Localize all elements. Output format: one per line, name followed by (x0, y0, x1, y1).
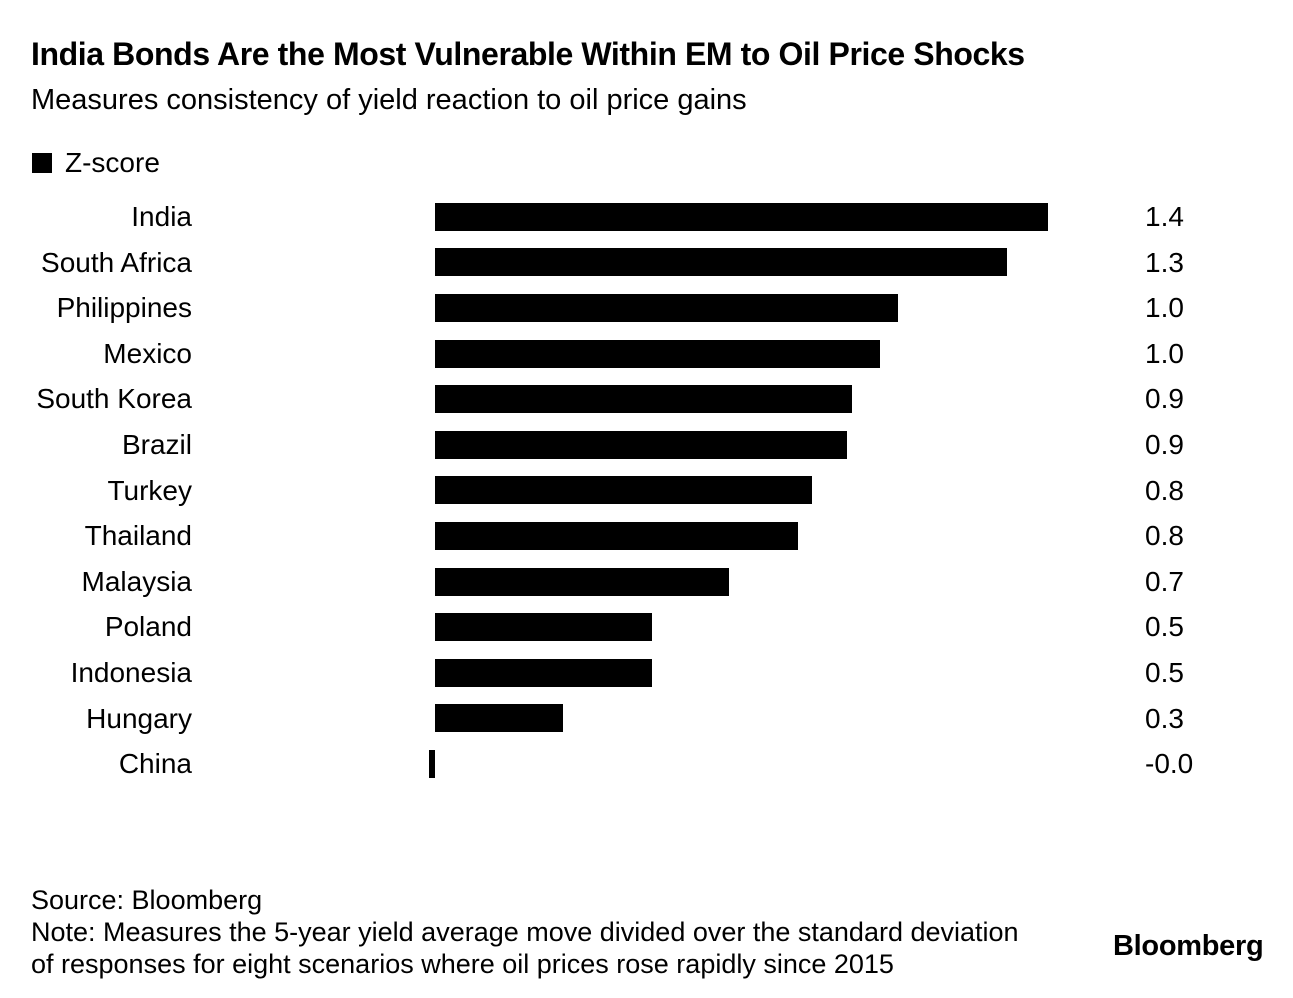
legend-swatch-icon (32, 153, 52, 173)
chart-row-china: China -0.0 (0, 741, 1293, 787)
category-label: South Africa (41, 246, 192, 278)
category-label: China (118, 748, 192, 780)
chart-row-philippines: Philippines 1.0 (0, 285, 1293, 331)
value-label: 0.8 (1145, 474, 1184, 506)
value-label: 0.7 (1145, 565, 1184, 597)
bar-indonesia (435, 658, 652, 687)
chart-title: India Bonds Are the Most Vulnerable With… (31, 36, 1025, 72)
value-label: 1.4 (1145, 201, 1184, 232)
category-label: India (131, 201, 192, 232)
note-text-line-1: Note: Measures the 5-year yield average … (31, 917, 1019, 947)
chart-row-india: India 1.4 (0, 194, 1293, 240)
bar-chart: India 1.4 South Africa 1.3 Philippines 1… (0, 194, 1293, 787)
bar-philippines (435, 293, 898, 322)
bar-turkey (435, 476, 812, 505)
bar-mexico (435, 339, 880, 368)
chart-row-indonesia: Indonesia 0.5 (0, 650, 1293, 696)
bloomberg-logo: Bloomberg (1113, 930, 1264, 962)
value-label: 0.8 (1145, 520, 1184, 552)
category-label: Poland (104, 611, 192, 643)
bar-poland (435, 613, 652, 642)
value-label: -0.0 (1145, 748, 1194, 780)
value-label: 0.9 (1145, 383, 1184, 415)
category-label: South Korea (36, 383, 192, 415)
bar-thailand (435, 521, 798, 550)
bar-malaysia (435, 567, 729, 596)
value-label: 1.0 (1145, 337, 1184, 369)
chart-row-brazil: Brazil 0.9 (0, 422, 1293, 468)
legend: Z-score (32, 147, 160, 179)
category-label: Indonesia (70, 656, 192, 688)
bar-brazil (435, 430, 847, 459)
chart-row-malaysia: Malaysia 0.7 (0, 559, 1293, 605)
value-label: 0.5 (1145, 656, 1184, 688)
bar-south-korea (435, 385, 852, 414)
category-label: Malaysia (81, 565, 192, 597)
chart-row-south-africa: South Africa 1.3 (0, 240, 1293, 286)
chart-row-turkey: Turkey 0.8 (0, 468, 1293, 514)
category-label: Brazil (121, 428, 192, 460)
value-label: 1.3 (1145, 246, 1184, 278)
category-label: Turkey (107, 474, 192, 506)
value-label: 0.3 (1145, 702, 1184, 734)
bar-south-africa (435, 248, 1007, 277)
chart-row-poland: Poland 0.5 (0, 604, 1293, 650)
bar-china (429, 749, 435, 778)
chart-row-mexico: Mexico 1.0 (0, 331, 1293, 377)
category-label: Philippines (56, 292, 192, 324)
chart-subtitle: Measures consistency of yield reaction t… (31, 84, 747, 116)
value-label: 1.0 (1145, 292, 1184, 324)
category-label: Thailand (84, 520, 192, 552)
source-text: Source: Bloomberg (31, 885, 263, 915)
legend-label: Z-score (65, 147, 160, 178)
category-label: Hungary (86, 702, 192, 734)
footer: Source: Bloomberg Note: Measures the 5-y… (31, 884, 1019, 980)
note-text-line-2: of responses for eight scenarios where o… (31, 949, 894, 979)
bar-hungary (435, 704, 563, 733)
bar-india (435, 202, 1048, 231)
chart-row-south-korea: South Korea 0.9 (0, 376, 1293, 422)
value-label: 0.5 (1145, 611, 1184, 643)
category-label: Mexico (103, 337, 192, 369)
chart-row-hungary: Hungary 0.3 (0, 696, 1293, 742)
value-label: 0.9 (1145, 428, 1184, 460)
chart-row-thailand: Thailand 0.8 (0, 513, 1293, 559)
